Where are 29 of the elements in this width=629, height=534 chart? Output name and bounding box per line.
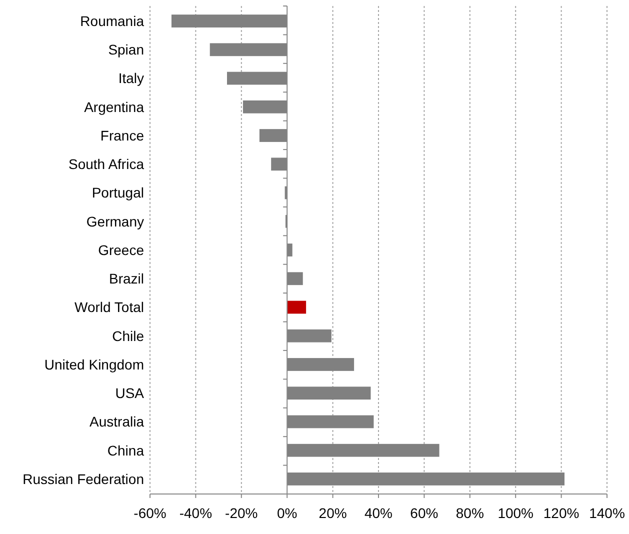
x-tick-label: 80% xyxy=(456,505,484,521)
y-tick-label: Chile xyxy=(112,328,144,344)
y-tick-label: USA xyxy=(115,385,145,402)
x-tick-label: 140% xyxy=(589,505,625,521)
x-tick-label: 20% xyxy=(318,505,347,521)
y-tick-label: Argentina xyxy=(84,98,144,115)
y-tick-label: Germany xyxy=(86,213,144,230)
y-tick-label: Portugal xyxy=(92,184,144,201)
y-tick-label: Russian Federation xyxy=(22,470,144,487)
x-tick-label: 120% xyxy=(543,505,580,521)
x-tick-label: 100% xyxy=(498,505,534,521)
x-tick-label: -40% xyxy=(179,505,212,521)
y-tick-label: World Total xyxy=(74,299,144,316)
y-tick-label: Australia xyxy=(90,414,144,430)
y-tick-label: Roumania xyxy=(80,12,144,29)
bar xyxy=(287,300,306,314)
y-tick-label: United Kingdom xyxy=(44,356,144,372)
x-tick-label: -20% xyxy=(225,505,258,521)
x-tick-label: 40% xyxy=(364,505,393,521)
x-tick-label: 0% xyxy=(276,505,298,521)
y-tick-label: South Africa xyxy=(68,156,144,172)
y-tick-label: Brazil xyxy=(108,270,144,287)
y-tick-label: Spian xyxy=(108,42,144,58)
y-tick-label: France xyxy=(100,127,144,144)
x-tick-label: 60% xyxy=(410,505,438,521)
y-tick-label: China xyxy=(107,442,144,458)
y-tick-label: Greece xyxy=(98,242,144,258)
x-tick-label: -60% xyxy=(134,505,166,521)
y-tick-label: Italy xyxy=(118,70,144,86)
